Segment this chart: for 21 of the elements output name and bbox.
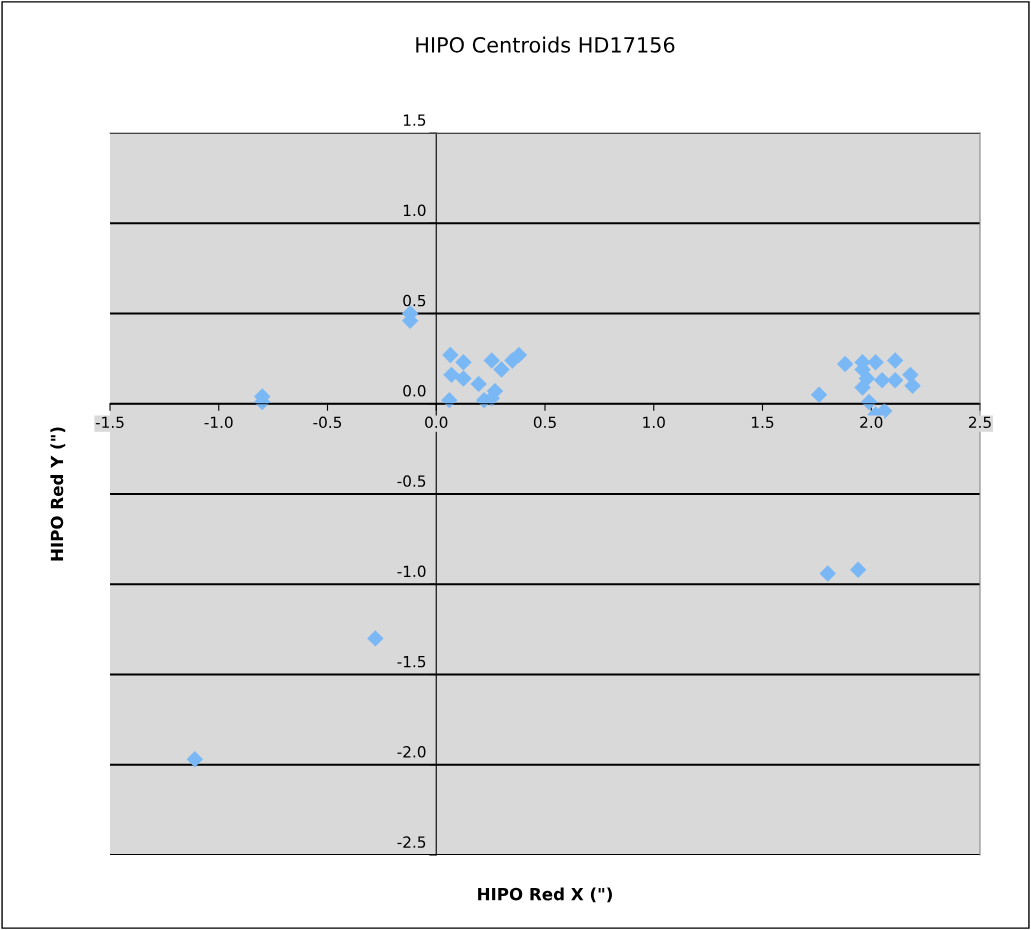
y-tick-label: 0.5 <box>403 294 426 307</box>
y-tick-label: -1.5 <box>397 656 426 668</box>
y-tick-label: 1.5 <box>403 114 426 126</box>
y-tick-label: 0.0 <box>403 385 426 397</box>
x-axis-title: HIPO Red X (") <box>478 887 612 903</box>
y-axis-title: HIPO Red Y (") <box>50 427 66 561</box>
x-tick-label: -0.5 <box>313 416 342 429</box>
y-tick-label: -2.0 <box>397 746 426 758</box>
x-tick-label: 1.5 <box>752 416 774 429</box>
x-tick-label: 0.5 <box>533 416 556 429</box>
x-tick-label: -1.0 <box>204 416 233 429</box>
x-tick-label: 2.0 <box>860 416 883 429</box>
y-tick-label: -1.0 <box>397 565 426 578</box>
chart-title: HIPO Centroids HD17156 <box>416 36 675 53</box>
x-tick-label: -1.5 <box>95 416 124 429</box>
y-tick-label: -2.5 <box>397 836 426 848</box>
y-tick-label: -0.5 <box>397 475 426 487</box>
x-tick-label: 1.0 <box>643 416 665 429</box>
y-tick-label: 1.0 <box>403 204 426 217</box>
x-tick-label: 0.0 <box>425 416 448 429</box>
x-tick-label: 2.5 <box>968 416 991 429</box>
